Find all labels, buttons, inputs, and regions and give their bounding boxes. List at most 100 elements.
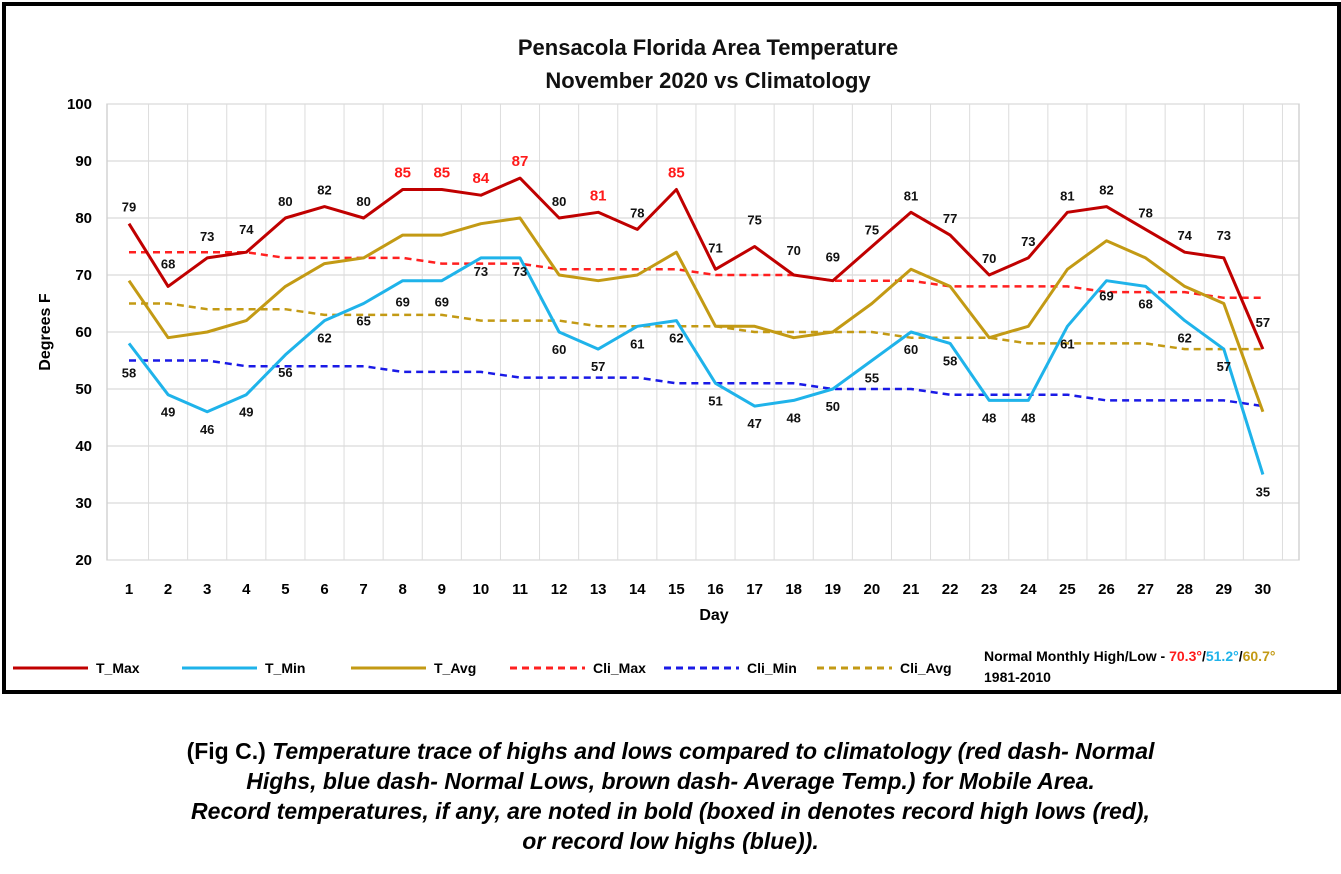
normals-prefix: Normal Monthly High/Low - [984,648,1169,664]
normals-note: Normal Monthly High/Low - 70.3°/51.2°/60… [984,648,1275,685]
min-data-label: 62 [669,331,683,346]
max-data-label: 69 [826,250,840,265]
x-tick-label: 3 [203,581,211,598]
min-data-label: 57 [591,359,605,374]
x-tick-label: 19 [824,581,841,598]
y-tick-label: 30 [75,495,92,512]
max-data-label: 80 [552,194,566,209]
min-data-label: 48 [1021,410,1035,425]
normals-period: 1981-2010 [984,669,1051,685]
caption-lead: (Fig C.) [186,738,273,764]
x-tick-label: 1 [125,581,133,598]
min-data-label: 50 [826,399,840,414]
min-data-label: 69 [395,295,409,310]
max-data-label: 73 [1217,228,1231,243]
min-data-label: 69 [435,295,449,310]
caption-line-4: or record low highs (blue)). [522,828,819,854]
legend-label-cli-min: Cli_Min [747,660,797,676]
min-data-label: 49 [161,405,175,420]
normal-high-value: 70.3° [1169,648,1202,664]
max-data-label: 78 [630,205,644,220]
temperature-chart: Pensacola Florida Area Temperature Novemb… [13,35,1300,685]
series-line-cli-avg [129,302,1263,351]
max-data-label: 73 [1021,234,1035,249]
x-tick-label: 11 [512,581,528,598]
record-high-label: 85 [394,165,411,182]
x-tick-label: 15 [668,581,685,598]
legend-label-t-max: T_Max [96,660,140,676]
normal-avg-value: 60.7° [1243,648,1276,664]
y-tick-label: 90 [75,153,92,170]
min-data-label: 35 [1256,485,1270,500]
min-data-label: 51 [708,393,722,408]
record-high-label: 85 [668,165,685,182]
caption-line-1: Temperature trace of highs and lows comp… [272,738,1155,764]
legend-label-t-avg: T_Avg [434,660,476,676]
max-data-label: 81 [1060,188,1074,203]
x-tick-label: 25 [1059,581,1076,598]
figure-caption: (Fig C.) Temperature trace of highs and … [0,736,1341,856]
series-lines [127,176,1265,475]
normals-note-line-1: Normal Monthly High/Low - 70.3°/51.2°/60… [984,648,1275,664]
min-data-label: 61 [630,336,644,351]
max-data-label: 78 [1138,205,1152,220]
x-tick-label: 21 [903,581,920,598]
x-tick-label: 6 [320,581,328,598]
grid-lines [106,103,1300,561]
y-tick-label: 20 [75,552,92,569]
max-data-label: 82 [317,183,331,198]
max-data-label: 77 [943,211,957,226]
record-high-label: 87 [512,153,529,170]
min-data-label: 62 [317,331,331,346]
normals-separator: / [1239,648,1243,664]
min-data-label: 61 [1060,336,1074,351]
x-tick-label: 30 [1255,581,1272,598]
series-line-t-avg [127,216,1265,413]
x-tick-label: 4 [242,581,251,598]
max-data-label: 74 [239,222,254,237]
max-data-label: 75 [865,223,879,238]
series-line-cli-max [129,250,1263,300]
caption-line-3: Record temperatures, if any, are noted i… [191,798,1150,824]
max-data-label: 70 [786,243,800,258]
x-tick-label: 23 [981,581,998,598]
y-tick-label: 50 [75,381,92,398]
x-tick-label: 12 [551,581,568,598]
legend-label-t-min: T_Min [265,660,305,676]
max-data-label: 79 [122,200,136,215]
min-data-label: 58 [122,365,136,380]
x-tick-label: 18 [785,581,802,598]
max-data-label: 80 [356,194,370,209]
x-tick-label: 20 [864,581,881,598]
max-data-label: 82 [1099,183,1113,198]
max-data-label: 81 [904,188,918,203]
x-tick-label: 16 [707,581,724,598]
max-data-label: 71 [708,240,722,255]
min-data-label: 73 [513,264,527,279]
y-axis-title: Degrees F [37,293,54,371]
max-data-label: 74 [1177,228,1192,243]
max-data-label: 70 [982,251,996,266]
y-tick-label: 70 [75,267,92,284]
y-tick-label: 100 [67,96,92,113]
x-tick-label: 2 [164,581,172,598]
caption-line-2: Highs, blue dash- Normal Lows, brown das… [246,768,1095,794]
chart-title: Pensacola Florida Area Temperature Novemb… [518,35,898,93]
min-data-label: 46 [200,422,214,437]
legend-label-cli-max: Cli_Max [593,660,646,676]
data-labels: 79 68 73 74 80 82 80 85 85 84 87 80 81 78 85 71 75 70 69 75… [122,153,1270,499]
x-axis-title: Day [699,607,728,624]
min-data-label: 65 [356,314,370,329]
max-data-label: 68 [161,256,175,271]
max-data-label: 80 [278,194,292,209]
record-high-label: 85 [433,165,450,182]
record-high-label: 81 [590,187,607,204]
min-data-label: 69 [1099,289,1113,304]
min-data-label: 55 [865,371,879,386]
legend-label-cli-avg: Cli_Avg [900,660,952,676]
x-tick-label: 24 [1020,581,1037,598]
normal-low-value: 51.2° [1206,648,1239,664]
chart-frame: Pensacola Florida Area Temperature Novemb… [2,2,1341,694]
x-tick-label: 27 [1137,581,1154,598]
